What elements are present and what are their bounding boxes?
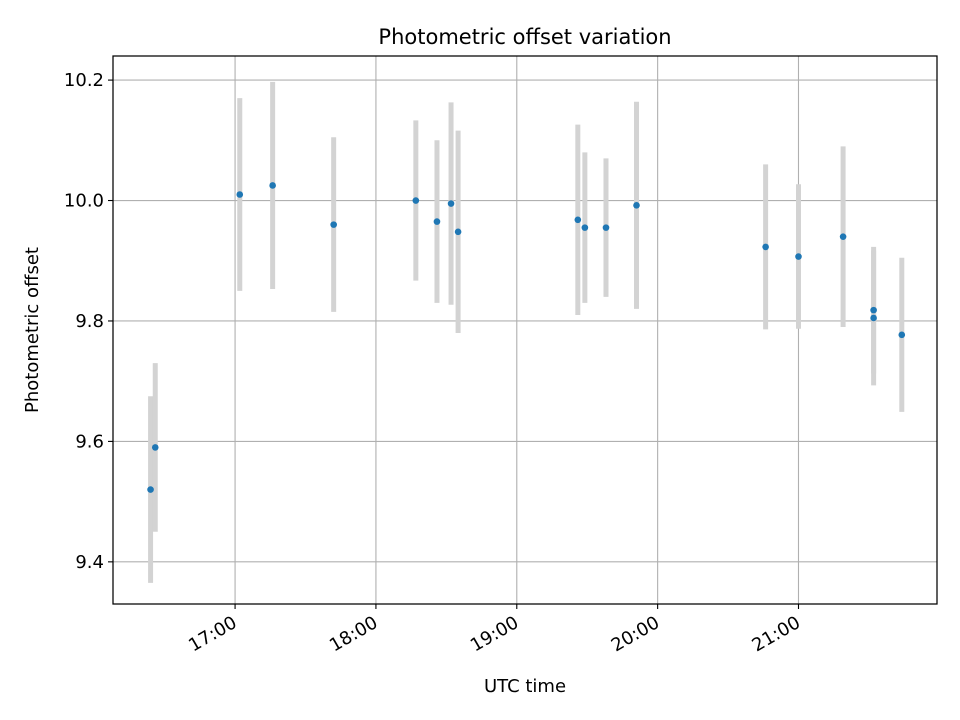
y-axis-label: Photometric offset	[22, 247, 43, 413]
data-point	[412, 197, 420, 204]
data-point	[795, 253, 802, 260]
x-axis-label: UTC time	[484, 676, 566, 697]
y-tick-label: 10.0	[64, 191, 104, 212]
chart-title: Photometric offset variation	[378, 25, 671, 49]
data-point	[633, 202, 640, 209]
data-point	[236, 191, 244, 198]
plot-frame	[112, 55, 938, 605]
data-point	[454, 228, 462, 236]
y-tick-label: 10.2	[64, 70, 104, 91]
data-point	[147, 486, 154, 493]
y-tick-label: 9.4	[75, 552, 104, 573]
data-point	[330, 221, 337, 228]
data-point	[839, 233, 847, 240]
y-tick-label: 9.6	[75, 431, 104, 452]
data-point	[602, 224, 610, 231]
data-point	[269, 182, 276, 189]
data-point	[581, 224, 589, 231]
data-point	[870, 314, 877, 322]
data-point	[433, 218, 441, 225]
y-tick-label: 9.8	[75, 311, 104, 332]
data-points	[147, 182, 906, 493]
data-point	[870, 306, 877, 314]
data-point	[898, 331, 906, 339]
data-point	[447, 200, 455, 207]
data-point	[151, 444, 159, 451]
data-point	[762, 243, 769, 251]
data-point	[574, 216, 582, 224]
